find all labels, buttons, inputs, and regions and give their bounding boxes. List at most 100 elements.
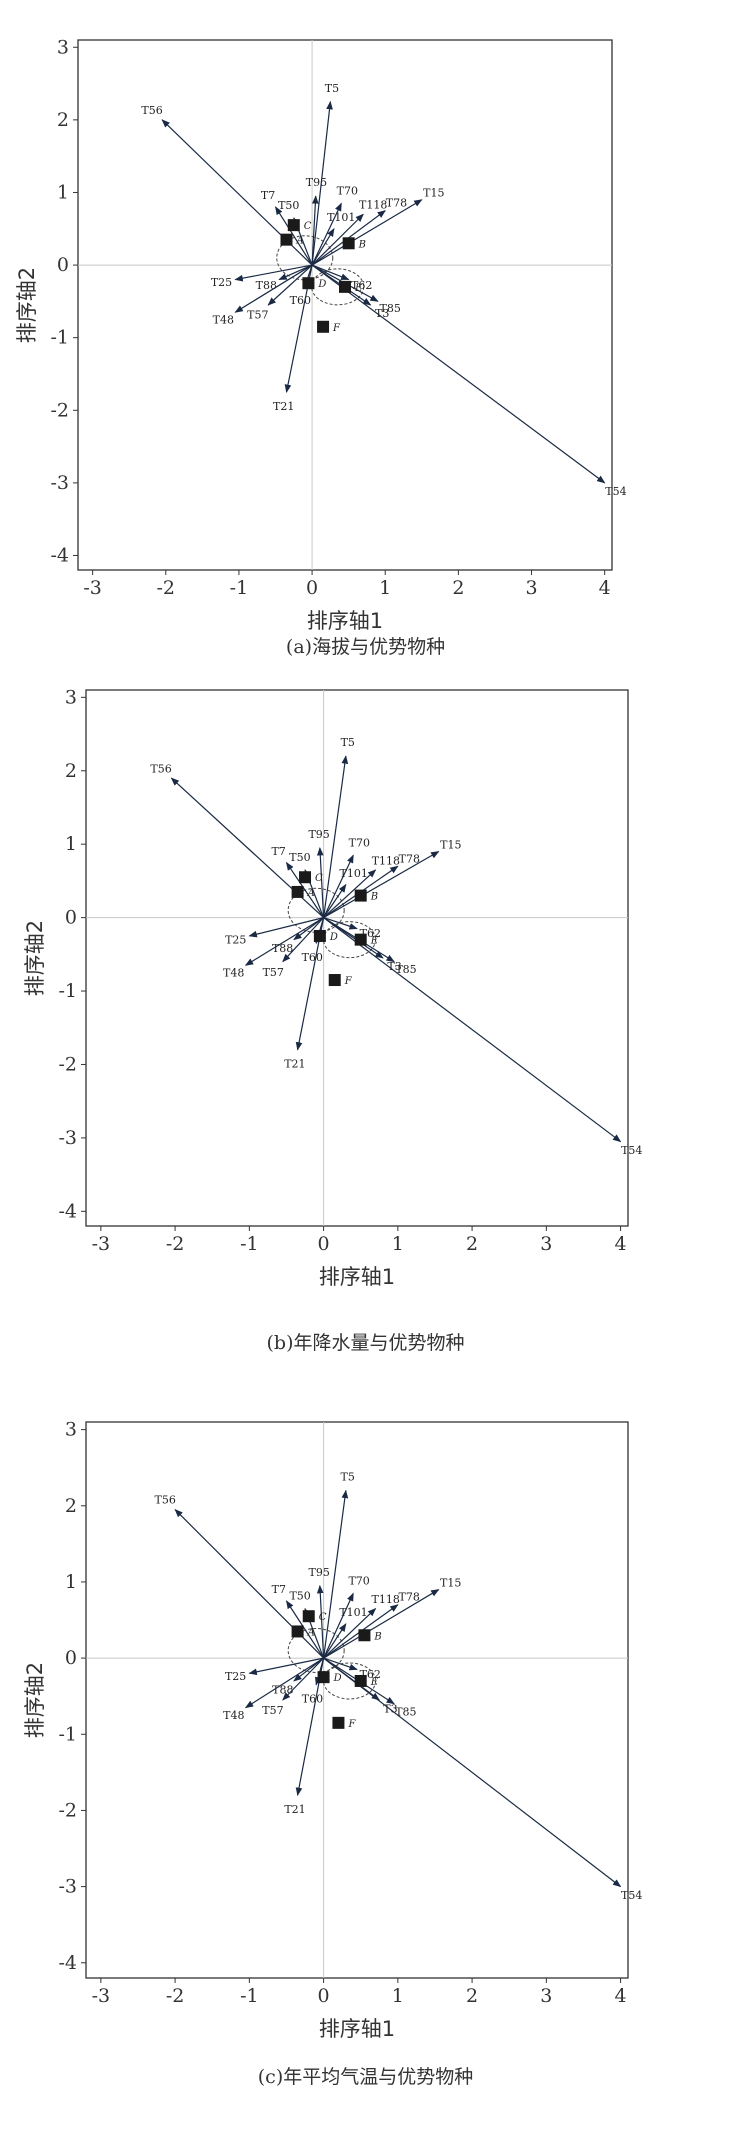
x-tick-label: 3 <box>525 577 537 599</box>
species-label-t5: T5 <box>341 736 355 749</box>
species-label-t54: T54 <box>621 1889 642 1902</box>
plot-frame <box>85 689 629 1227</box>
x-tick-label: 4 <box>599 577 611 599</box>
species-arrow-t95 <box>316 1584 325 1659</box>
species-arrow-t48 <box>234 264 313 313</box>
site-marker-a <box>280 233 293 246</box>
species-label-t15: T15 <box>440 1576 461 1589</box>
plot-frame <box>85 1421 629 1979</box>
y-tick-label: -4 <box>58 1200 77 1222</box>
x-tick-label: 0 <box>318 1985 330 2007</box>
species-arrow-t7 <box>285 1600 325 1659</box>
site-marker-f <box>328 974 341 987</box>
species-arrow-t7 <box>274 206 313 266</box>
species-label-t56: T56 <box>155 1494 176 1507</box>
species-label-t60: T60 <box>302 1692 323 1705</box>
x-tick-label: 1 <box>379 577 391 599</box>
species-arrow-t101 <box>323 883 347 918</box>
x-tick-label: 4 <box>615 1985 627 2007</box>
y-tick-label: 1 <box>65 833 77 855</box>
y-tick-label: -2 <box>50 399 69 421</box>
y-tick-label: 2 <box>57 109 69 131</box>
x-tick-label: -2 <box>166 1233 185 1255</box>
species-label-t25: T25 <box>225 1670 246 1683</box>
site-label-a: A <box>307 1627 315 1638</box>
x-tick-label: -3 <box>92 1985 111 2007</box>
species-label-t85: T85 <box>395 963 416 976</box>
species-label-t56: T56 <box>150 763 171 776</box>
species-label-t50: T50 <box>289 851 310 864</box>
species-label-t60: T60 <box>302 951 323 964</box>
species-arrow-t118 <box>323 869 377 919</box>
site-label-d: D <box>329 932 338 943</box>
species-label-t95: T95 <box>308 828 329 841</box>
y-tick-label: -4 <box>50 544 69 566</box>
y-axis-title: 排序轴2 <box>23 1662 47 1738</box>
y-tick-label: -3 <box>58 1876 77 1898</box>
site-marker-a <box>291 885 304 898</box>
x-tick-label: 0 <box>306 577 318 599</box>
species-arrow-t62 <box>323 1657 358 1671</box>
species-label-t118: T118 <box>359 198 387 211</box>
species-label-t70: T70 <box>337 185 358 198</box>
species-label-t95: T95 <box>306 176 327 189</box>
y-tick-label: 1 <box>57 181 69 203</box>
x-tick-label: 0 <box>318 1233 330 1255</box>
species-label-t57: T57 <box>262 1704 283 1717</box>
species-arrow-t62 <box>323 917 358 930</box>
species-label-t7: T7 <box>261 189 275 202</box>
x-tick-label: -2 <box>166 1985 185 2007</box>
site-marker-a <box>291 1625 304 1638</box>
x-tick-label: 3 <box>540 1985 552 2007</box>
species-label-t7: T7 <box>272 1583 286 1596</box>
species-arrow-t70 <box>323 854 354 918</box>
species-label-t78: T78 <box>399 1591 420 1604</box>
species-arrow-t48 <box>244 1657 324 1709</box>
species-arrow-t25 <box>248 1657 324 1676</box>
site-label-e: E <box>354 283 363 294</box>
species-label-t95: T95 <box>308 1566 329 1579</box>
site-label-b: B <box>370 892 378 903</box>
species-arrow-t5 <box>322 1489 349 1659</box>
species-arrow-t54 <box>323 1657 622 1888</box>
x-axis-title: 排序轴1 <box>319 1265 395 1289</box>
ordination-panel-a: -3 -2 -1 0 1 2 3 4 3 2 1 0 -1 -2 -3 -4 排序轴1 排序轴2 T5 T56 T54 T… <box>15 36 627 633</box>
species-label-t118: T118 <box>372 1593 400 1606</box>
site-label-c: C <box>304 221 312 232</box>
species-label-t21: T21 <box>273 400 294 413</box>
species-label-t56: T56 <box>141 104 162 117</box>
y-tick-label: 1 <box>65 1571 77 1593</box>
species-label-t88: T88 <box>256 279 277 292</box>
species-arrow-t95 <box>311 195 319 266</box>
x-tick-label: -1 <box>240 1985 259 2007</box>
y-tick-label: -2 <box>58 1799 77 1821</box>
y-tick-label: -1 <box>58 980 77 1002</box>
species-label-t21: T21 <box>284 1803 305 1816</box>
site-marker-c <box>302 1610 315 1623</box>
species-label-t50: T50 <box>289 1589 310 1602</box>
site-label-a: A <box>307 888 315 899</box>
site-marker-d <box>302 277 315 290</box>
species-label-t54: T54 <box>605 485 626 498</box>
site-label-e: E <box>370 1677 379 1688</box>
species-arrow-t25 <box>248 917 324 938</box>
y-axis-title: 排序轴2 <box>23 920 47 996</box>
species-arrow-t118 <box>311 213 364 266</box>
site-label-c: C <box>315 873 323 884</box>
x-tick-label: -3 <box>83 577 102 599</box>
x-tick-label: 4 <box>615 1233 627 1255</box>
species-label-t5: T5 <box>325 82 339 95</box>
x-tick-label: 2 <box>466 1233 478 1255</box>
site-marker-e <box>339 280 351 293</box>
y-tick-label: 3 <box>65 686 77 708</box>
species-label-t50: T50 <box>278 199 299 212</box>
group-ellipse <box>287 887 345 933</box>
species-arrow-t88 <box>278 264 313 281</box>
species-label-t57: T57 <box>247 308 268 321</box>
species-label-t101: T101 <box>327 211 355 224</box>
x-tick-label: -2 <box>157 577 176 599</box>
site-label-f: F <box>344 976 353 987</box>
species-label-t5: T5 <box>341 1471 355 1484</box>
site-marker-f <box>332 1716 345 1729</box>
